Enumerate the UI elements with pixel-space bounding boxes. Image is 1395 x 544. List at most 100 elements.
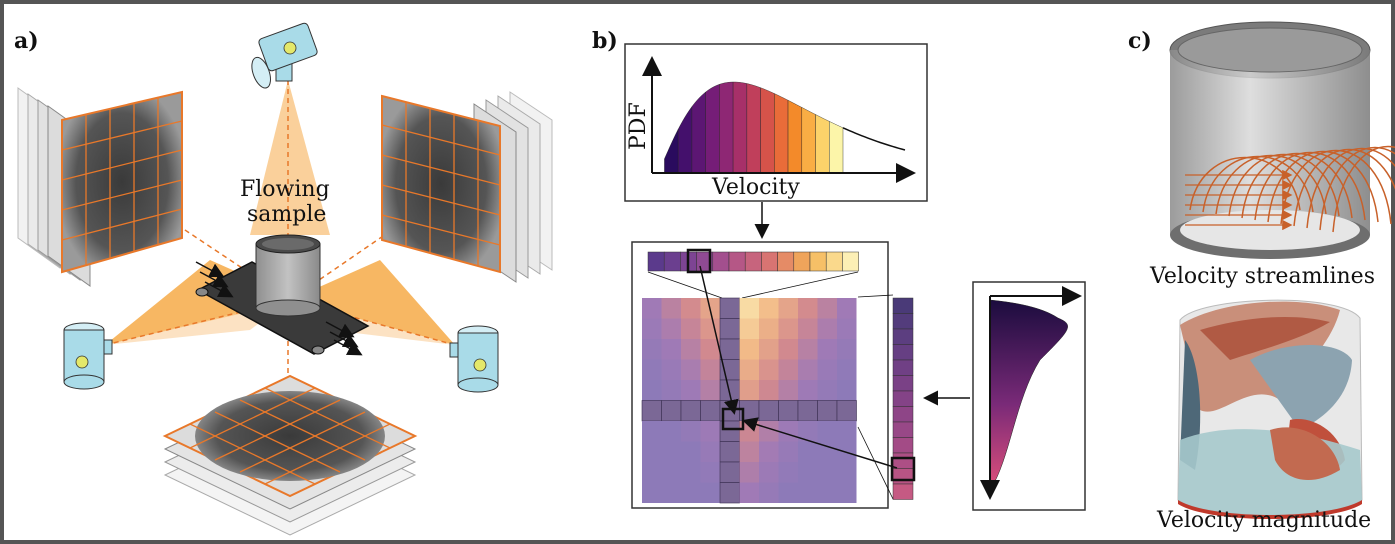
heatmap-cell bbox=[719, 297, 740, 319]
heatmap-cell bbox=[642, 482, 662, 503]
colorbar-swatch bbox=[744, 251, 762, 272]
heatmap-cell bbox=[739, 380, 759, 401]
heatmap-cell bbox=[661, 482, 681, 503]
streamline bbox=[1254, 151, 1366, 221]
heatmap-cell bbox=[700, 380, 720, 401]
heatmap-cell bbox=[681, 359, 701, 380]
pdf-band bbox=[691, 91, 706, 174]
column-swatch bbox=[892, 390, 914, 407]
heatmap-cell bbox=[817, 441, 837, 462]
heatmap-cell bbox=[661, 380, 681, 401]
column-selector-box bbox=[890, 456, 916, 482]
heatmap-cell bbox=[661, 421, 681, 442]
colorbar-zoom-left bbox=[647, 271, 723, 299]
caption-streamlines: Velocity streamlines bbox=[1149, 264, 1375, 289]
heatmap-cell bbox=[836, 400, 857, 422]
column-zoom-top bbox=[857, 294, 894, 298]
velocity-column-strip bbox=[892, 297, 914, 500]
column-swatch bbox=[892, 452, 914, 469]
heatmap-cell bbox=[642, 421, 662, 442]
radiation-source-icon bbox=[449, 325, 499, 393]
radiation-source-icon bbox=[251, 22, 318, 89]
heatmap-cell bbox=[759, 421, 779, 442]
streamline bbox=[1267, 150, 1379, 223]
heatmap-cell bbox=[837, 482, 857, 503]
heatmap-cell bbox=[817, 359, 837, 380]
heatmap-cell bbox=[642, 298, 662, 319]
heatmap-cell bbox=[759, 441, 779, 462]
heatmap-cell bbox=[817, 298, 837, 319]
heatmap-cell bbox=[759, 339, 779, 360]
colorbar-swatch bbox=[809, 251, 827, 272]
colorbar-swatch bbox=[663, 251, 681, 272]
column-swatch bbox=[892, 313, 914, 330]
radiation-source-icon bbox=[63, 322, 113, 390]
column-swatch bbox=[892, 344, 914, 361]
heatmap-cell bbox=[700, 462, 720, 483]
heatmap-cell bbox=[680, 400, 701, 422]
heatmap-cell bbox=[778, 421, 798, 442]
heatmap-cell bbox=[837, 359, 857, 380]
heatmap-cell bbox=[759, 359, 779, 380]
panel-a-label: a) bbox=[14, 28, 39, 54]
heatmap-cell bbox=[798, 482, 818, 503]
sample-label-line1: Flowing bbox=[240, 177, 330, 202]
heatmap-cell bbox=[719, 338, 740, 360]
velocity-streamlines bbox=[1185, 145, 1395, 233]
heatmap-cell bbox=[719, 482, 740, 504]
heatmap-cell bbox=[681, 380, 701, 401]
heatmap-cell bbox=[778, 462, 798, 483]
pdf-band bbox=[746, 83, 761, 174]
heatmap-cell bbox=[681, 441, 701, 462]
heatmap-cell bbox=[719, 379, 740, 401]
heatmap-cell bbox=[700, 400, 721, 422]
colorbar-swatch bbox=[761, 251, 778, 272]
column-swatch bbox=[892, 483, 914, 500]
column-swatch bbox=[892, 359, 914, 376]
heatmap-cell bbox=[681, 482, 701, 503]
heatmap-cell bbox=[719, 461, 740, 483]
pdf-band bbox=[760, 87, 775, 174]
column-swatch bbox=[892, 297, 914, 314]
heatmap-cell bbox=[759, 462, 779, 483]
detector-stack-right bbox=[381, 91, 553, 283]
heatmap-cell bbox=[837, 380, 857, 401]
heatmap-cell bbox=[797, 400, 818, 422]
panel-c: c) Velocity streamlines Velocity magnitu… bbox=[1128, 21, 1395, 533]
heatmap-cell bbox=[817, 380, 837, 401]
heatmap-cell bbox=[798, 318, 818, 339]
heatmap-cell bbox=[700, 441, 720, 462]
column-swatch bbox=[892, 437, 914, 454]
heatmap-cell bbox=[817, 482, 837, 503]
heatmap-cell bbox=[759, 298, 779, 319]
heatmap-cell bbox=[778, 359, 798, 380]
heatmap-cell bbox=[798, 298, 818, 319]
heatmap-cell bbox=[642, 339, 662, 360]
streamline bbox=[1319, 146, 1395, 231]
streamline-cylinder bbox=[1169, 21, 1395, 259]
heatmap-cell bbox=[759, 380, 779, 401]
heatmap-cell bbox=[700, 482, 720, 503]
heatmap-cell bbox=[778, 318, 798, 339]
heatmap-cell bbox=[642, 318, 662, 339]
heatmap-cell bbox=[817, 339, 837, 360]
heatmap-cell bbox=[719, 441, 740, 463]
heatmap-cell bbox=[778, 482, 798, 503]
heatmap-cell bbox=[817, 421, 837, 442]
pdf-band bbox=[774, 93, 789, 174]
heatmap-cell bbox=[778, 298, 798, 319]
pdf-band bbox=[787, 99, 802, 174]
colorbar-zoom-right bbox=[741, 271, 859, 299]
heatmap-cell bbox=[739, 441, 759, 462]
panel-b: b) PDF Velocity bbox=[592, 28, 1086, 511]
heatmap-cell bbox=[700, 318, 720, 339]
heatmap-cell bbox=[642, 359, 662, 380]
sample-label-line2: sample bbox=[247, 202, 326, 227]
heatmap-cell bbox=[837, 318, 857, 339]
heatmap-cell bbox=[798, 462, 818, 483]
magnitude-cylinder bbox=[1177, 299, 1363, 519]
heatmap-cell bbox=[739, 318, 759, 339]
heatmap-cell bbox=[681, 421, 701, 442]
